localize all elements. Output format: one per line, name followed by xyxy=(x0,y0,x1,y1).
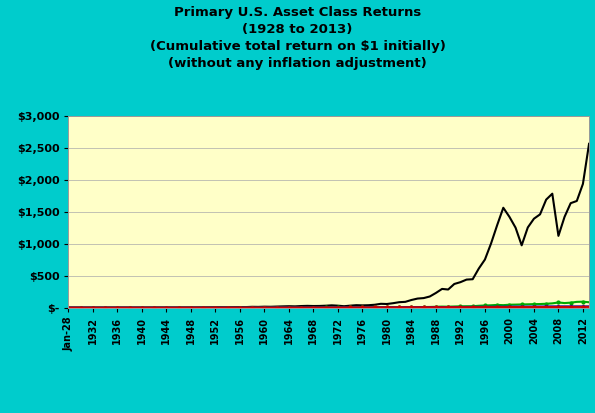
Consumer Price Index xyxy=(322,305,329,310)
Stocks (S&P Index total return) xyxy=(65,305,72,310)
Bonds (10 Year Treasury Bonds) xyxy=(65,305,72,310)
Consumer Price Index xyxy=(585,304,593,309)
Line: Stocks (S&P Index total return): Stocks (S&P Index total return) xyxy=(68,144,589,308)
Cash (3 month Treasury Bills) xyxy=(77,305,84,310)
Consumer Price Index xyxy=(512,305,519,310)
Line: Bonds (10 Year Treasury Bonds): Bonds (10 Year Treasury Bonds) xyxy=(67,300,590,309)
Bonds (10 Year Treasury Bonds) xyxy=(77,305,84,310)
Stocks (S&P Index total return) xyxy=(469,277,476,282)
Text: Primary U.S. Asset Class Returns
(1928 to 2013)
(Cumulative total return on $1 i: Primary U.S. Asset Class Returns (1928 t… xyxy=(149,6,446,70)
Bonds (10 Year Treasury Bonds) xyxy=(316,305,323,310)
Cash (3 month Treasury Bills) xyxy=(316,305,323,310)
Bonds (10 Year Treasury Bonds) xyxy=(585,300,593,305)
Bonds (10 Year Treasury Bonds) xyxy=(463,304,470,309)
Consumer Price Index xyxy=(95,305,102,310)
Consumer Price Index xyxy=(126,305,133,310)
Cash (3 month Treasury Bills) xyxy=(463,304,470,309)
Bonds (10 Year Treasury Bonds) xyxy=(506,302,513,307)
Consumer Price Index xyxy=(89,305,96,310)
Cash (3 month Treasury Bills) xyxy=(506,304,513,309)
Stocks (S&P Index total return) xyxy=(585,141,593,146)
Cash (3 month Treasury Bills) xyxy=(585,304,593,309)
Bonds (10 Year Treasury Bonds) xyxy=(89,305,96,310)
Stocks (S&P Index total return) xyxy=(322,303,329,308)
Bonds (10 Year Treasury Bonds) xyxy=(580,299,587,304)
Stocks (S&P Index total return) xyxy=(512,225,519,230)
Stocks (S&P Index total return) xyxy=(89,305,96,310)
Stocks (S&P Index total return) xyxy=(126,305,133,310)
Bonds (10 Year Treasury Bonds) xyxy=(120,305,127,310)
Stocks (S&P Index total return) xyxy=(77,305,84,310)
Stocks (S&P Index total return) xyxy=(95,305,102,310)
Cash (3 month Treasury Bills) xyxy=(120,305,127,310)
Line: Consumer Price Index: Consumer Price Index xyxy=(67,306,590,309)
Consumer Price Index xyxy=(77,305,84,310)
Consumer Price Index xyxy=(65,305,72,310)
Consumer Price Index xyxy=(469,305,476,310)
Line: Cash (3 month Treasury Bills): Cash (3 month Treasury Bills) xyxy=(67,305,590,309)
Cash (3 month Treasury Bills) xyxy=(89,305,96,310)
Cash (3 month Treasury Bills) xyxy=(65,305,72,310)
